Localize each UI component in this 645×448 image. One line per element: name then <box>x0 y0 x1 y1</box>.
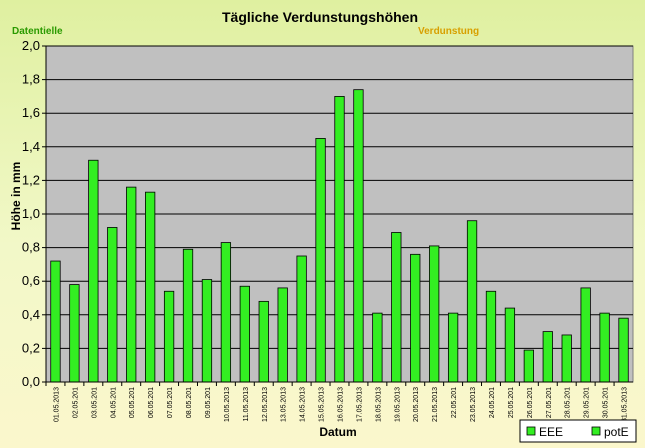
x-tick-label: 30.05.201 <box>603 387 610 418</box>
x-tick-label: 02.05.201 <box>72 387 79 418</box>
bar <box>523 349 534 383</box>
y-tick-label: 0,2 <box>22 340 40 355</box>
y-axis-ticks: 0,0 0,2 0,4 0,6 0,8 1,0 1,2 1,4 1,6 1,8 2,0 <box>22 38 46 389</box>
x-tick-label: 07.05.201 <box>167 387 174 418</box>
x-tick-label: 29.05.201 <box>584 387 591 418</box>
bar <box>504 307 516 383</box>
bar <box>410 253 421 383</box>
x-tick-label: 17.05.2013 <box>356 387 363 422</box>
x-tick-label: 20.05.2013 <box>413 387 420 422</box>
bar <box>220 242 232 383</box>
x-tick-label: 27.05.201 <box>546 387 553 418</box>
x-tick-label: 28.05.201 <box>565 387 572 418</box>
bar <box>618 317 629 383</box>
bar <box>182 248 194 383</box>
bars <box>50 89 629 383</box>
bar <box>485 290 497 383</box>
bar <box>107 227 118 383</box>
bar <box>334 96 345 383</box>
bar <box>277 287 288 383</box>
x-axis-ticks: 01.05.2013 02.05.201 03.05.201 04.05.201 05.… <box>45 382 629 422</box>
legend: EEE potE <box>519 419 637 443</box>
bar <box>599 312 610 383</box>
legend-swatch-pote <box>591 426 601 436</box>
x-tick-label: 09.05.201 <box>205 387 212 418</box>
grid-lines <box>46 45 633 349</box>
legend-label-pote: potE <box>604 425 629 439</box>
bar <box>296 255 307 383</box>
bar <box>69 284 80 383</box>
bar <box>126 186 137 383</box>
y-tick-label: 0,8 <box>22 240 40 255</box>
legend-label-eee: EEE <box>539 425 563 439</box>
x-tick-label: 26.05.201 <box>527 387 534 418</box>
x-axis-title: Datum <box>319 425 356 439</box>
bar <box>372 312 383 383</box>
x-tick-label: 15.05.2013 <box>319 387 326 422</box>
bar <box>466 220 478 383</box>
right-label-fragment: Verdunstung <box>418 26 479 37</box>
x-tick-label: 19.05.2013 <box>394 387 401 422</box>
bar <box>145 191 156 383</box>
y-tick-label: 1,0 <box>22 206 40 221</box>
y-tick-label: 1,4 <box>22 139 40 154</box>
x-tick-label: 03.05.201 <box>91 387 98 418</box>
y-tick-label: 0,0 <box>22 374 40 389</box>
bar <box>580 287 591 383</box>
x-tick-label: 31.05.2013 <box>622 387 629 422</box>
x-tick-label: 01.05.2013 <box>53 387 60 422</box>
x-tick-label: 04.05.201 <box>110 387 117 418</box>
bar <box>50 260 61 383</box>
bar <box>258 300 269 383</box>
y-tick-label: 1,2 <box>22 172 40 187</box>
bar <box>447 312 459 383</box>
x-tick-label: 05.05.201 <box>129 387 136 418</box>
x-tick-label: 16.05.2013 <box>338 387 345 422</box>
x-tick-label: 24.05.201 <box>489 387 496 418</box>
x-tick-label: 18.05.2013 <box>375 387 382 422</box>
y-tick-label: 2,0 <box>22 38 40 53</box>
x-tick-label: 11.05.2013 <box>243 387 250 422</box>
bar <box>239 285 250 383</box>
y-tick-label: 1,8 <box>22 72 40 87</box>
bar <box>542 331 553 383</box>
y-tick-label: 1,6 <box>22 105 40 120</box>
left-label-fragment: Datentielle <box>12 26 63 37</box>
bar <box>88 159 99 383</box>
x-tick-label: 22.05.201 <box>451 387 458 418</box>
bar <box>315 137 326 383</box>
x-tick-label: 25.05.201 <box>508 387 515 418</box>
legend-box <box>519 419 637 443</box>
chart-title: Tägliche Verdunstungshöhen <box>222 9 418 25</box>
y-tick-label: 0,6 <box>22 273 40 288</box>
bar <box>391 232 402 383</box>
x-tick-label: 23.05.2013 <box>470 387 477 422</box>
x-tick-label: 13.05.2013 <box>281 387 288 422</box>
x-tick-label: 21.05.2013 <box>432 387 439 422</box>
bar <box>561 334 572 383</box>
y-tick-label: 0,4 <box>22 307 40 322</box>
x-tick-label: 06.05.201 <box>148 387 155 418</box>
x-tick-label: 12.05.2013 <box>262 387 269 422</box>
bar <box>353 89 364 383</box>
x-tick-label: 08.05.201 <box>186 387 193 418</box>
legend-swatch-eee <box>526 426 536 436</box>
bar <box>163 290 175 383</box>
bar <box>201 279 213 383</box>
x-tick-label: 14.05.2013 <box>300 387 307 422</box>
x-tick-label: 10.05.2013 <box>224 387 231 422</box>
bar <box>429 245 440 383</box>
y-axis-title: Höhe in mm <box>9 162 23 231</box>
